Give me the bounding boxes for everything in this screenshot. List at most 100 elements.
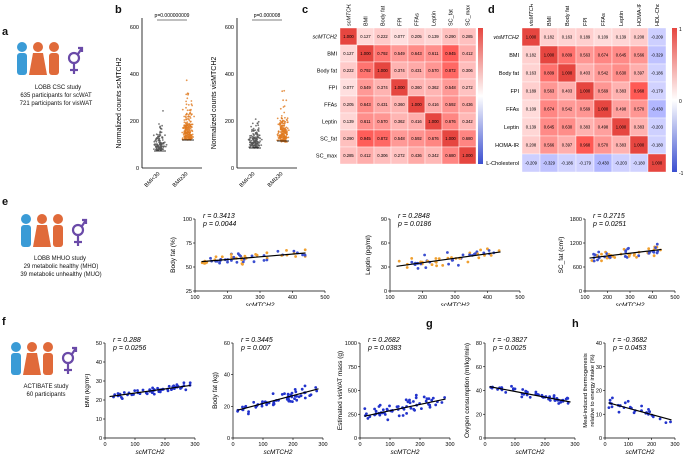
panel-h-label: h — [572, 318, 579, 330]
heatmap-cell-value: 0.645 — [616, 53, 627, 58]
scatter-plot: 25 50 75 100 100 200 300 400 500 scMTCH2 Body fat … — [170, 213, 330, 306]
b-dot — [189, 117, 192, 119]
data-point — [557, 402, 561, 405]
y-tick-label: 80 — [476, 341, 482, 347]
data-point — [293, 397, 296, 400]
b-dot — [257, 127, 260, 129]
data-point — [303, 384, 307, 388]
data-point — [182, 381, 186, 385]
data-point — [623, 401, 627, 405]
heatmap-cell-value: 0.397 — [562, 143, 573, 148]
heatmap-row-label: Body fat — [499, 71, 520, 77]
b-dot — [278, 123, 281, 125]
b-dot — [155, 148, 157, 151]
y-tick-label: 90 — [381, 217, 387, 223]
b-dot — [254, 129, 257, 131]
data-point — [669, 420, 672, 424]
heatmap-row-label: BMI — [327, 52, 337, 58]
data-point — [247, 410, 251, 414]
b-dot — [186, 92, 189, 95]
b-dot — [260, 144, 263, 147]
data-point — [655, 242, 659, 246]
panel-f-label: f — [2, 316, 6, 328]
data-point — [280, 393, 284, 396]
heatmap-cell-value: 1.000 — [377, 68, 388, 73]
b1-ylabel: Normalized counts scMTCH2 — [116, 57, 123, 148]
heatmap-cell-value: 0.792 — [377, 51, 388, 56]
data-point — [640, 404, 643, 408]
b-dot — [183, 136, 186, 138]
b-dot — [155, 137, 158, 139]
b2-dots — [247, 89, 290, 149]
b-dot — [257, 124, 260, 127]
color-scale-label: 0 — [679, 99, 682, 105]
heatmap-cell-value: 0.306 — [462, 68, 473, 73]
heatmap-cell-value: 0.968 — [634, 89, 645, 94]
b-dot — [187, 131, 190, 134]
y-tick-label: 20 — [596, 389, 602, 395]
heatmap-col-label: Body fat — [565, 5, 571, 26]
heatmap-d: visMTCH2 BMI Body fat FPI FFAs Leptin HOMA-IR H… — [486, 4, 683, 177]
data-point — [120, 396, 123, 399]
b-dot — [251, 122, 254, 125]
b-dot — [185, 116, 187, 119]
heatmap-cell-value: 0.189 — [526, 89, 537, 94]
data-point — [300, 387, 304, 391]
b-dot — [156, 143, 159, 146]
b-dot — [283, 105, 286, 107]
b-dot — [181, 131, 184, 134]
data-point — [412, 400, 415, 403]
data-point — [241, 262, 244, 266]
p-value: p = 0.007 — [240, 345, 271, 352]
data-point — [446, 251, 449, 254]
heatmap-cell-value: 0.498 — [616, 107, 627, 112]
heatmap-cell-value: 0.163 — [526, 71, 537, 76]
data-point — [241, 260, 245, 264]
data-point — [627, 246, 630, 250]
heatmap-cell-value: -0.186 — [651, 71, 664, 76]
heatmap-cell-value: -0.186 — [561, 161, 574, 166]
b-dot — [282, 127, 285, 130]
heatmap-cell-value: 1.000 — [526, 35, 537, 40]
y-tick-label: 20 — [476, 412, 482, 418]
b-dot — [186, 97, 189, 100]
heatmap-cell-value: 0.182 — [526, 53, 537, 58]
data-point — [373, 407, 376, 411]
b-dot — [162, 146, 165, 149]
b-dot — [252, 139, 255, 142]
b-dot — [187, 135, 190, 138]
b1-ytick: 400 — [130, 72, 139, 78]
scatter-plot: 0 20 40 60 80 0 100 200 300 scMTCH2 Oxygen consump… — [464, 337, 580, 456]
b-dot — [286, 121, 289, 124]
heatmap-cell-value: 0.208 — [526, 143, 537, 148]
heatmap-cell-value: -0.203 — [615, 161, 628, 166]
data-point — [378, 413, 382, 417]
b-dot — [254, 132, 257, 134]
heatmap-row-label: SC_max — [316, 154, 337, 160]
heatmap-cell-value: 1.000 — [598, 107, 609, 112]
b-dot — [187, 115, 189, 118]
b-dot — [283, 125, 285, 127]
b-dot — [181, 108, 184, 111]
x-tick-label: 0 — [483, 442, 486, 448]
heatmap-cell-value: 0.412 — [462, 51, 473, 56]
b-dot — [285, 99, 288, 102]
data-point — [156, 386, 159, 390]
y-tick-label: 250 — [348, 412, 357, 418]
data-point — [430, 263, 434, 266]
y-tick-label: 1000 — [345, 341, 357, 347]
heatmap-cell-value: 1.000 — [652, 161, 663, 166]
heatmap-col-label: BMI — [364, 16, 370, 26]
b-dot — [188, 126, 191, 129]
panel-e-line1: 29 metabolic healthy (MHO) — [23, 264, 99, 270]
y-tick-label: 1200 — [570, 241, 582, 247]
b-dot — [250, 136, 252, 139]
heatmap-col-label: scMTCH2 — [347, 4, 353, 26]
b-dot — [285, 137, 287, 140]
data-point — [566, 401, 570, 405]
b-dot — [252, 144, 254, 147]
b-dot — [185, 123, 188, 125]
scatter-plot: 0 10 20 30 40 0 100 200 300 scMTCH2 Meal-induced t… — [583, 337, 680, 456]
heatmap-cell-value: 0.872 — [445, 68, 456, 73]
b-dot — [159, 141, 162, 144]
